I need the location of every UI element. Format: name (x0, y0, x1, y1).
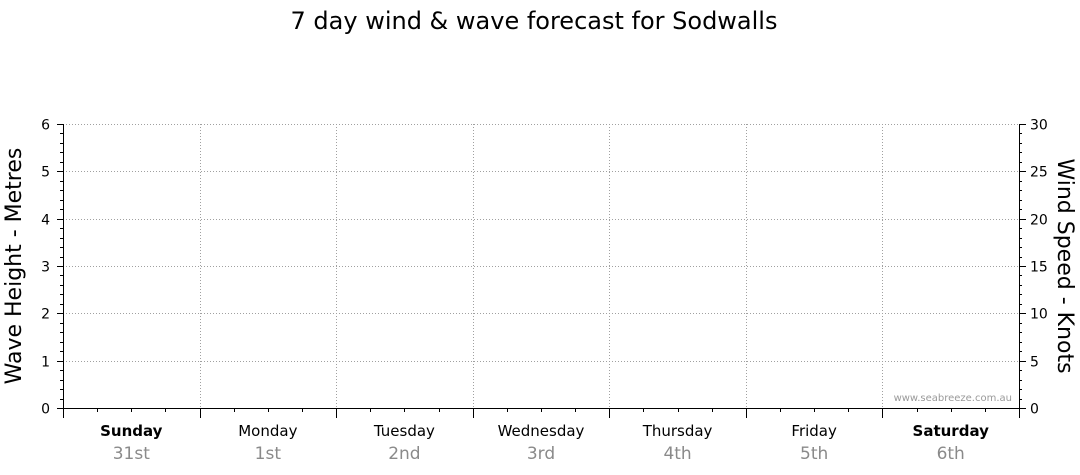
grid-lines (63, 124, 1019, 408)
day-date-label: 3rd (527, 444, 555, 464)
day-date-label: 31st (113, 444, 150, 464)
day-name-label: Sunday (100, 422, 163, 440)
day-name-label: Thursday (642, 422, 713, 440)
watermark: www.seabreeze.com.au (894, 393, 1012, 404)
right-axis-title: Wind Speed - Knots (1052, 158, 1077, 373)
day-name-label: Saturday (913, 422, 990, 440)
day-name-label: Tuesday (373, 422, 435, 440)
day-date-label: 1st (255, 444, 282, 464)
day-labels: Sunday 31st Monday 1st Tuesday 2nd Wednesday 3r… (100, 422, 989, 464)
left-tick-label: 3 (41, 260, 50, 276)
right-tick-label: 0 (1030, 402, 1039, 418)
day-date-label: 5th (800, 444, 828, 464)
left-tick-label: 6 (41, 118, 50, 134)
day-name-label: Wednesday (498, 422, 585, 440)
left-tick-label: 1 (41, 355, 50, 371)
right-tick-label: 10 (1030, 307, 1048, 323)
right-tick-label: 15 (1030, 260, 1048, 276)
day-date-label: 4th (663, 444, 691, 464)
day-name-label: Friday (791, 422, 837, 440)
right-tick-label: 30 (1030, 118, 1048, 134)
left-tick-label: 2 (41, 307, 50, 323)
right-axis-ticks: 0 5 10 15 20 25 30 (1019, 118, 1048, 418)
day-name-label: Monday (238, 422, 297, 440)
right-tick-label: 25 (1030, 165, 1048, 181)
left-axis-title: Wave Height - Metres (2, 148, 27, 385)
axes (63, 124, 1020, 418)
day-date-label: 2nd (388, 444, 420, 464)
right-tick-label: 20 (1030, 213, 1048, 229)
left-tick-label: 5 (41, 165, 50, 181)
chart-title: 7 day wind & wave forecast for Sodwalls (291, 7, 778, 35)
day-date-label: 6th (937, 444, 965, 464)
left-axis-ticks: 0 1 2 3 4 5 6 (41, 118, 63, 418)
left-tick-label: 0 (41, 402, 50, 418)
right-tick-label: 5 (1030, 355, 1039, 371)
left-tick-label: 4 (41, 213, 50, 229)
